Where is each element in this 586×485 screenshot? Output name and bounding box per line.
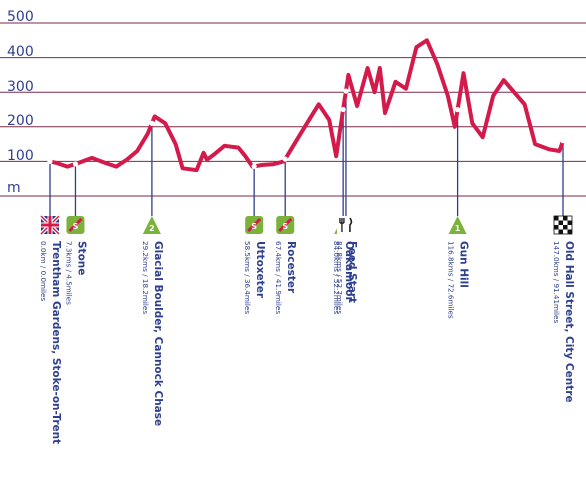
waypoint-distance: 84.8kms / 52.7miles	[335, 241, 344, 314]
climb-badge	[448, 216, 467, 234]
waypoint-stems	[49, 91, 564, 216]
waypoint-name: Stone	[75, 241, 87, 275]
waypoint-dot	[72, 161, 79, 167]
checker-square	[563, 220, 568, 225]
checker-square	[554, 225, 559, 230]
sprint-icon: S	[66, 216, 85, 234]
checker-border	[553, 215, 573, 235]
checker-square	[554, 216, 559, 221]
checker-square	[567, 225, 572, 230]
sprint-letter: S	[282, 222, 288, 231]
waypoint-name: Trentham Gardens, Stoke-on-Trent	[50, 241, 62, 444]
y-axis-unit-label: m	[7, 180, 21, 196]
climb-icon: 1	[448, 216, 467, 234]
y-tick-label: 300	[7, 79, 34, 95]
checker-square	[567, 220, 572, 225]
waypoint-name: Glacial Boulder, Cannock Chase	[152, 241, 164, 426]
checker-square	[554, 229, 559, 234]
climb-icon: 2	[142, 216, 161, 234]
waypoint-name: Rocester	[285, 241, 297, 294]
y-tick-label: 400	[7, 44, 34, 60]
waypoint-distance: 58.5kms / 36.4miles	[243, 241, 252, 314]
checker-square	[558, 225, 563, 230]
y-axis-ticks: 500 400 300 200 100 m	[7, 9, 34, 196]
checker-square	[567, 216, 572, 221]
waypoint-distance: 7.3kms / 4.5miles	[64, 241, 73, 305]
waypoint-name: Oakamoor	[343, 241, 355, 302]
sprint-icon: S	[245, 216, 264, 234]
checker-square	[567, 229, 572, 234]
waypoint-dot	[560, 138, 566, 144]
fork-shape	[339, 218, 345, 232]
waypoint-dot	[251, 163, 257, 169]
union-flag-icon	[39, 214, 61, 236]
checker-square	[554, 220, 559, 225]
sprint-stripe	[68, 217, 83, 233]
sprint-stripe	[247, 217, 262, 233]
sprint-letter: S	[251, 222, 257, 231]
flag-cross-red	[41, 216, 59, 234]
waypoint-dot	[340, 106, 346, 113]
waypoint-dot	[47, 158, 53, 164]
waypoint-distance: 147.0kms / 91.41miles	[552, 241, 561, 323]
waypoint-distance: 84.0kms / 52.2miles	[332, 241, 341, 314]
grid-lines	[0, 22, 586, 197]
y-tick-label: 100	[7, 148, 34, 164]
waypoint-distance: 29.2kms / 18.2miles	[141, 241, 150, 314]
waypoint-dot	[455, 107, 461, 113]
waypoint-dot	[149, 120, 155, 126]
elevation-line	[48, 38, 565, 173]
climb-category: 1	[455, 224, 461, 233]
checker-square	[563, 229, 568, 234]
checker-square	[558, 216, 563, 221]
sprint-letter: S	[73, 222, 79, 231]
waypoint-dot	[282, 156, 288, 162]
y-tick-label: 200	[7, 113, 34, 129]
waypoint-dot	[343, 88, 349, 94]
y-tick-label: 500	[7, 9, 34, 25]
checker-square	[558, 220, 563, 225]
climb-badge	[142, 216, 161, 234]
waypoint-distance: 116.8kms / 72.6miles	[447, 241, 456, 319]
waypoint-distance: 67.4kms / 41.9miles	[274, 241, 283, 314]
sprint-icon: S	[276, 216, 295, 234]
knife-shape	[349, 217, 353, 232]
fork-knife-icon	[336, 216, 355, 234]
waypoint-name: Uttoxeter	[254, 241, 266, 299]
waypoint-name: Gun Hill	[458, 241, 470, 288]
sprint-stripe	[278, 217, 293, 233]
checker-square	[558, 229, 563, 234]
elevation-series	[48, 38, 565, 173]
waypoint-distance: 0.0km / 0.0miles	[39, 241, 48, 301]
checker-square	[563, 216, 568, 221]
checker-square	[563, 225, 568, 230]
checkered-flag-icon	[553, 215, 573, 235]
waypoint-name: Feed Start	[346, 241, 358, 303]
climb-category: 2	[149, 224, 155, 233]
waypoint-name: Old Hall Street, City Centre	[563, 241, 575, 403]
